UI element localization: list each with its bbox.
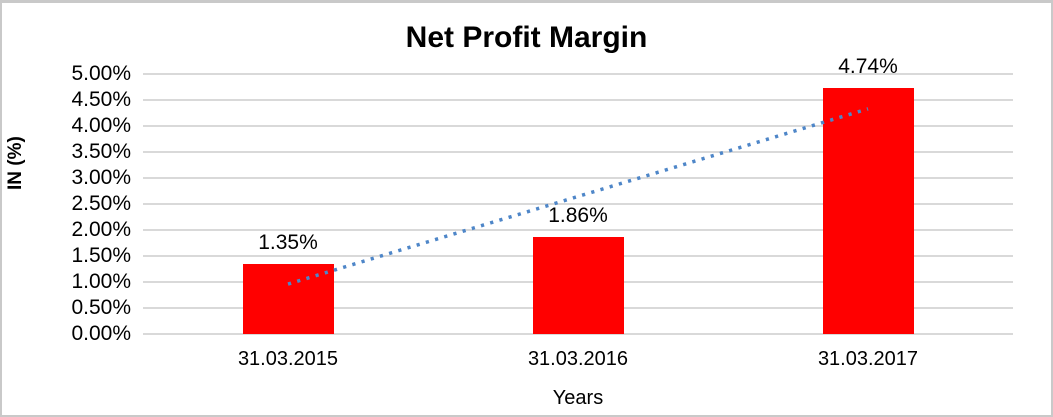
bar-31.03.2017	[822, 87, 914, 334]
y-tick-label: 1.50%	[71, 244, 131, 267]
gridline	[143, 151, 1013, 153]
x-category-label: 31.03.2015	[237, 348, 339, 370]
x-category-label: 31.03.2017	[817, 348, 919, 370]
gridline	[143, 99, 1013, 101]
x-axis-title: Years	[552, 387, 604, 409]
data-label: 1.86%	[548, 204, 608, 228]
y-tick-label: 2.00%	[71, 218, 131, 241]
gridline	[143, 333, 1013, 335]
bar-31.03.2016	[532, 237, 624, 334]
y-tick-label: 0.50%	[71, 296, 131, 319]
y-tick-label: 0.00%	[71, 322, 131, 345]
trendline	[287, 107, 869, 286]
y-tick-label: 4.00%	[71, 114, 131, 137]
data-label: 1.35%	[258, 230, 318, 254]
y-tick-label: 2.50%	[71, 192, 131, 215]
y-tick-label: 4.50%	[71, 88, 131, 111]
gridline	[143, 203, 1013, 205]
y-tick-label: 3.00%	[71, 166, 131, 189]
x-category-label: 31.03.2016	[527, 348, 629, 370]
gridline	[143, 177, 1013, 179]
data-label: 4.74%	[838, 54, 898, 78]
gridline	[143, 73, 1013, 75]
gridline	[143, 125, 1013, 127]
y-tick-label: 1.00%	[71, 270, 131, 293]
plot-area: 1.35% 1.86% 4.74%	[143, 55, 1013, 335]
y-tick-label: 5.00%	[71, 62, 131, 85]
chart-title: Net Profit Margin	[405, 21, 648, 54]
gridline	[143, 229, 1013, 231]
y-tick-label: 3.50%	[71, 140, 131, 163]
